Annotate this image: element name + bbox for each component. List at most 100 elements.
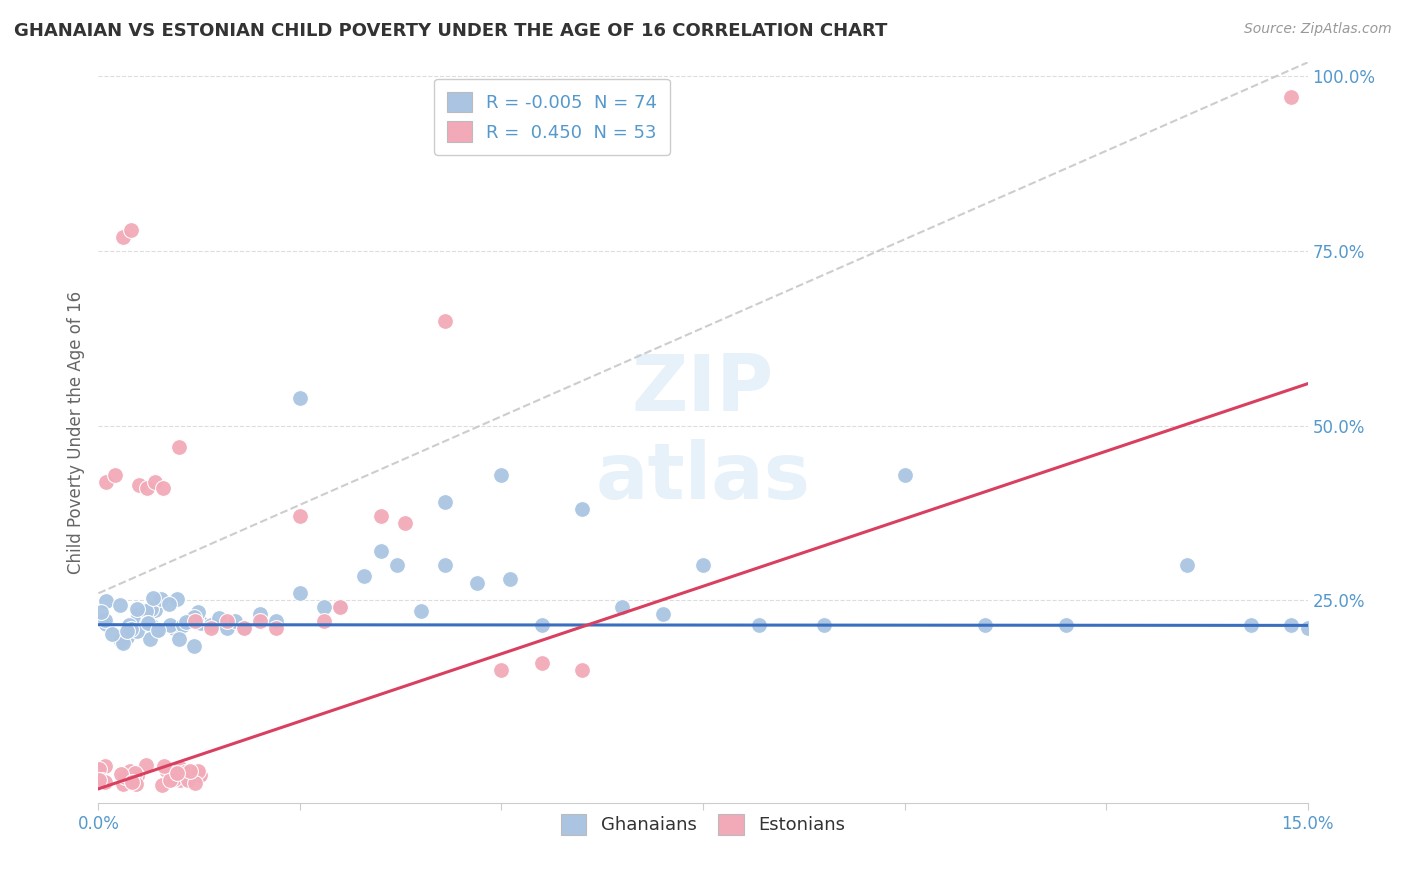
Point bbox=[163, 772, 186, 786]
Point bbox=[117, 618, 139, 632]
Point bbox=[813, 617, 835, 632]
Point bbox=[93, 759, 115, 773]
Point bbox=[135, 482, 157, 496]
Point bbox=[177, 773, 200, 788]
Text: GHANAIAN VS ESTONIAN CHILD POVERTY UNDER THE AGE OF 16 CORRELATION CHART: GHANAIAN VS ESTONIAN CHILD POVERTY UNDER… bbox=[14, 22, 887, 40]
Point bbox=[90, 605, 112, 619]
Point bbox=[115, 630, 138, 644]
Point bbox=[370, 509, 392, 524]
Point bbox=[465, 575, 488, 590]
Point bbox=[200, 617, 222, 632]
Point bbox=[135, 758, 157, 772]
Point bbox=[288, 586, 311, 600]
Point bbox=[166, 766, 188, 780]
Point bbox=[217, 614, 239, 628]
Point bbox=[370, 544, 392, 558]
Point bbox=[120, 622, 142, 636]
Point bbox=[163, 621, 186, 635]
Point bbox=[127, 769, 149, 783]
Point bbox=[155, 764, 177, 778]
Point bbox=[224, 614, 246, 628]
Point bbox=[139, 602, 162, 616]
Point bbox=[491, 663, 513, 677]
Point bbox=[167, 632, 190, 646]
Point bbox=[491, 467, 513, 482]
Point bbox=[409, 604, 432, 618]
Point bbox=[571, 663, 593, 677]
Point bbox=[117, 624, 139, 638]
Point bbox=[94, 613, 117, 627]
Point bbox=[166, 592, 188, 607]
Point bbox=[127, 624, 149, 638]
Point bbox=[89, 762, 111, 776]
Point bbox=[159, 618, 181, 632]
Point bbox=[612, 600, 634, 615]
Point bbox=[188, 768, 211, 782]
Point bbox=[288, 509, 311, 524]
Point bbox=[139, 618, 162, 632]
Point bbox=[108, 598, 131, 612]
Point bbox=[1281, 90, 1303, 104]
Point bbox=[651, 607, 673, 622]
Point bbox=[169, 621, 191, 635]
Point bbox=[288, 391, 311, 405]
Point bbox=[1175, 558, 1198, 573]
Point bbox=[96, 475, 118, 489]
Point bbox=[110, 634, 132, 648]
Y-axis label: Child Poverty Under the Age of 16: Child Poverty Under the Age of 16 bbox=[66, 291, 84, 574]
Point bbox=[148, 623, 170, 637]
Point bbox=[150, 778, 173, 792]
Point bbox=[124, 765, 146, 780]
Point bbox=[249, 614, 271, 628]
Point bbox=[893, 467, 915, 482]
Point bbox=[136, 615, 159, 630]
Point bbox=[530, 656, 553, 670]
Legend: Ghanaians, Estonians: Ghanaians, Estonians bbox=[554, 806, 852, 842]
Point bbox=[187, 764, 209, 778]
Point bbox=[139, 632, 162, 647]
Point bbox=[183, 609, 205, 624]
Point bbox=[125, 602, 148, 616]
Point bbox=[200, 621, 222, 635]
Point bbox=[183, 639, 205, 653]
Point bbox=[434, 495, 457, 509]
Point bbox=[692, 558, 714, 573]
Point bbox=[188, 767, 211, 781]
Point bbox=[329, 600, 352, 615]
Point bbox=[174, 615, 197, 629]
Point bbox=[1240, 617, 1263, 632]
Point bbox=[152, 482, 174, 496]
Point bbox=[184, 614, 207, 628]
Point bbox=[159, 772, 181, 787]
Point bbox=[118, 764, 141, 778]
Point bbox=[169, 761, 191, 775]
Point bbox=[94, 775, 117, 789]
Point bbox=[135, 604, 157, 618]
Point bbox=[96, 616, 118, 631]
Point bbox=[111, 636, 134, 650]
Point bbox=[111, 230, 134, 244]
Point bbox=[498, 572, 520, 586]
Point bbox=[1296, 621, 1319, 635]
Point bbox=[974, 617, 997, 632]
Point bbox=[128, 478, 150, 492]
Point bbox=[190, 616, 212, 631]
Point bbox=[112, 777, 135, 791]
Point bbox=[394, 516, 416, 531]
Point bbox=[434, 558, 457, 573]
Point bbox=[114, 771, 136, 785]
Point bbox=[329, 600, 352, 615]
Point bbox=[121, 775, 143, 789]
Point bbox=[120, 223, 142, 237]
Point bbox=[249, 607, 271, 622]
Point bbox=[232, 621, 254, 635]
Point bbox=[134, 607, 156, 621]
Point bbox=[183, 776, 205, 790]
Point bbox=[217, 621, 239, 635]
Point bbox=[179, 764, 201, 778]
Point bbox=[232, 621, 254, 635]
Point bbox=[208, 611, 231, 625]
Point bbox=[167, 440, 190, 454]
Point bbox=[145, 624, 167, 638]
Point bbox=[385, 558, 408, 573]
